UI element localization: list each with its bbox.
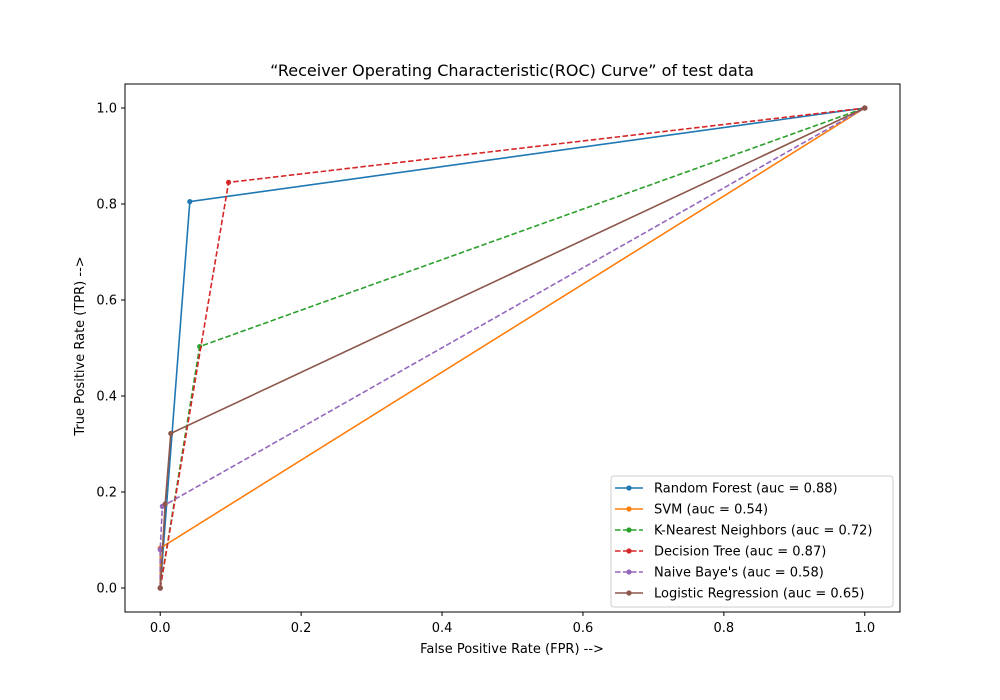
series-layer: [157, 105, 868, 591]
legend-box: [610, 475, 894, 608]
y-tick-label: 0.0: [96, 582, 117, 597]
legend-label: Random Forest (auc = 0.88): [654, 482, 838, 497]
roc-curve-line: [159, 107, 866, 589]
legend-marker: [626, 527, 632, 533]
roc-curve-point: [157, 585, 163, 591]
legend: Random Forest (auc = 0.88) SVM (auc = 0.5…: [610, 475, 894, 608]
y-axis-label: True Positive Rate (TPR) -->: [73, 256, 88, 436]
legend-item: K-Nearest Neighbors (auc = 0.72): [615, 524, 872, 539]
legend-marker: [626, 569, 632, 575]
legend-label: SVM (auc = 0.54): [654, 503, 768, 518]
legend-marker: [626, 485, 632, 491]
legend-label: Decision Tree (auc = 0.87): [654, 545, 826, 560]
legend-item: Logistic Regression (auc = 0.65): [615, 587, 864, 602]
legend-label: Naive Baye's (auc = 0.58): [654, 566, 824, 581]
roc-curve-line: [159, 107, 866, 588]
x-axis-ticks: 0.0 0.2 0.4 0.6 0.8 1.0: [150, 612, 875, 636]
y-tick-label: 0.6: [96, 294, 117, 309]
legend-item: Decision Tree (auc = 0.87): [615, 545, 826, 560]
y-tick-label: 0.2: [96, 486, 117, 501]
axes-frame: [124, 83, 901, 613]
legend-item: Naive Baye's (auc = 0.58): [615, 566, 824, 581]
legend-item: SVM (auc = 0.54): [615, 503, 768, 518]
legend-label: Logistic Regression (auc = 0.65): [654, 587, 864, 602]
x-axis-label: False Positive Rate (FPR) -->: [420, 642, 604, 657]
legend-label: K-Nearest Neighbors (auc = 0.72): [654, 524, 872, 539]
legend-marker: [626, 506, 632, 512]
y-tick-label: 0.8: [96, 198, 117, 213]
chart-title: “Receiver Operating Characteristic(ROC) …: [270, 61, 754, 80]
legend-marker: [626, 590, 632, 596]
roc-curve-point: [862, 105, 868, 111]
series-5: [157, 105, 868, 591]
legend-item: Random Forest (auc = 0.88): [615, 482, 838, 497]
roc-curve-point: [168, 430, 174, 437]
y-tick-label: 1.0: [96, 102, 117, 117]
roc-curve-point: [225, 179, 232, 185]
roc-curve-point: [162, 501, 168, 507]
legend-marker: [626, 548, 632, 554]
roc-curve-point: [187, 199, 193, 205]
roc-curve-point: [157, 547, 163, 553]
x-tick-label: 0.2: [291, 621, 312, 636]
x-tick-label: 0.6: [573, 621, 594, 636]
x-tick-label: 0.0: [150, 621, 171, 636]
x-tick-label: 1.0: [854, 621, 875, 636]
x-tick-label: 0.8: [714, 621, 735, 636]
y-axis-ticks: 0.0 0.2 0.4 0.6 0.8 1.0: [96, 102, 125, 597]
y-tick-label: 0.4: [96, 390, 117, 405]
x-tick-label: 0.4: [432, 621, 453, 636]
